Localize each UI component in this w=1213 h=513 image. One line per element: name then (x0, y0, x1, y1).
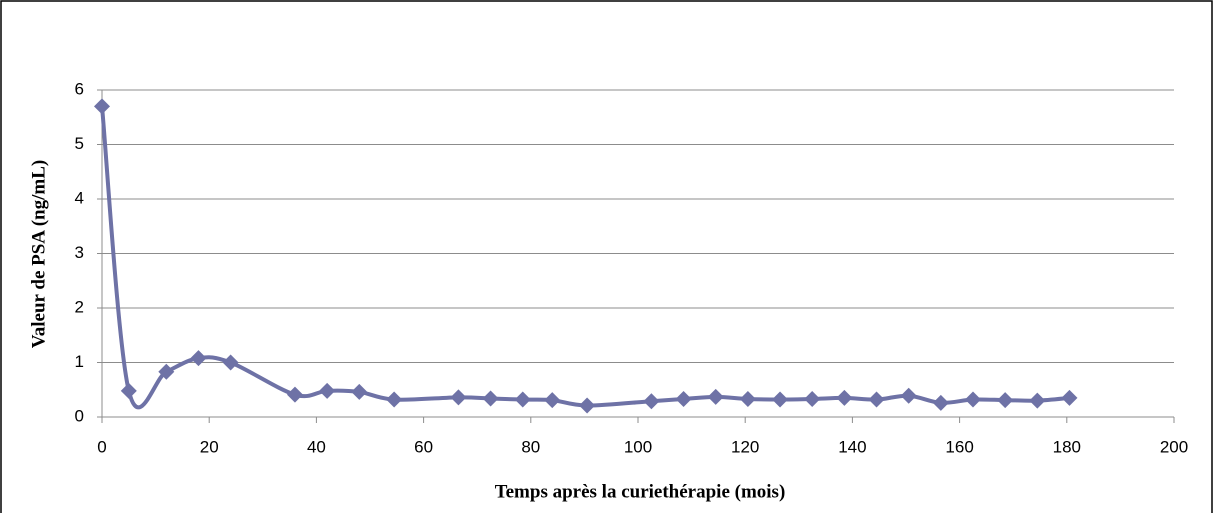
point (997, 392, 1014, 409)
point (351, 383, 368, 400)
point (707, 388, 724, 405)
point (804, 391, 821, 408)
point (643, 393, 660, 410)
point (450, 389, 467, 406)
x-tick-label: 40 (307, 437, 326, 456)
point (286, 386, 303, 403)
y-tick-label: 5 (75, 134, 84, 153)
x-tick-label: 120 (731, 437, 759, 456)
point (772, 391, 789, 408)
point (222, 354, 239, 371)
x-tick-label: 200 (1160, 437, 1188, 456)
point (319, 382, 336, 399)
point (190, 350, 207, 367)
x-axis-label: Temps après la curiethérapie (mois) (495, 481, 786, 502)
point (579, 397, 596, 414)
point (544, 392, 561, 409)
point (900, 387, 917, 404)
x-tick-label: 80 (521, 437, 540, 456)
point (514, 391, 531, 408)
x-tick-label: 180 (1053, 437, 1081, 456)
point (158, 363, 175, 380)
y-tick-label: 4 (75, 188, 84, 207)
y-axis-label: Valeur de PSA (ng/mL) (28, 160, 49, 348)
point (1029, 392, 1046, 409)
point (94, 98, 110, 115)
point (120, 382, 137, 399)
point (675, 391, 692, 408)
point (932, 394, 949, 411)
y-tick-label: 2 (75, 297, 84, 316)
point (739, 391, 756, 408)
x-tick-label: 60 (414, 437, 433, 456)
point (965, 391, 981, 408)
y-tick-label: 6 (75, 79, 84, 98)
point (836, 389, 853, 406)
x-tick-label: 20 (200, 437, 219, 456)
point (868, 391, 885, 408)
point (1061, 389, 1078, 406)
x-tick-label: 160 (945, 437, 973, 456)
point (386, 391, 403, 408)
x-tick-label: 100 (624, 437, 652, 456)
x-tick-label: 140 (838, 437, 866, 456)
y-tick-label: 3 (75, 243, 84, 262)
point (482, 390, 499, 407)
y-tick-label: 0 (75, 406, 84, 425)
x-tick-label: 0 (97, 437, 106, 456)
y-tick-label: 1 (75, 352, 84, 371)
